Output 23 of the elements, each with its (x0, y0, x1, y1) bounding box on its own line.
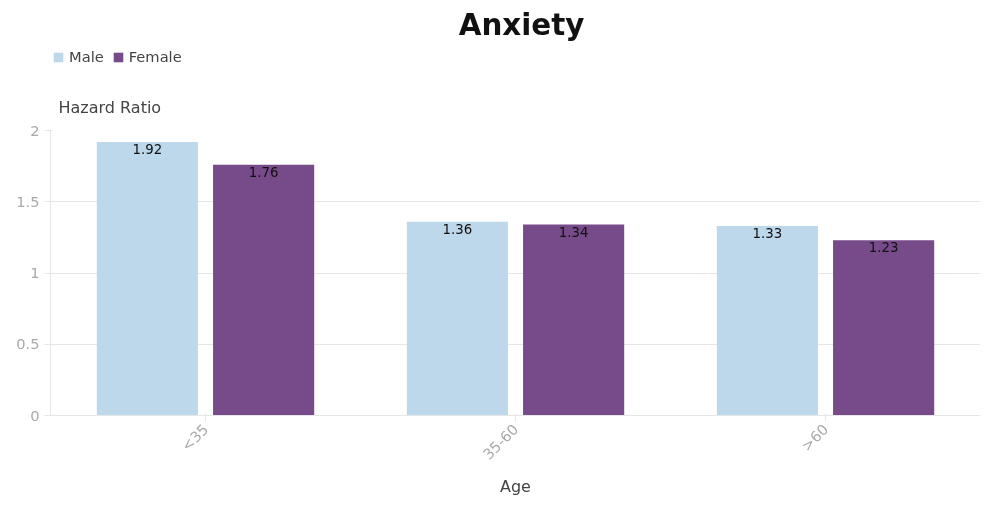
x-axis-title: Age (500, 476, 531, 496)
data-label: 1.33 (752, 225, 783, 241)
y-axis-title: Hazard Ratio (58, 97, 162, 117)
data-label: 1.23 (868, 240, 899, 256)
data-label: 1.34 (558, 224, 589, 240)
legend-label: Female (128, 48, 182, 65)
bar (406, 221, 508, 416)
bar (213, 164, 315, 416)
y-tick-label: 1.5 (16, 192, 40, 210)
legend-label: Male (69, 48, 104, 65)
bar (833, 240, 935, 416)
y-tick-label: 0 (30, 406, 40, 424)
data-label: 1.92 (132, 141, 163, 157)
y-tick-label: 0.5 (16, 335, 40, 353)
bar (96, 141, 198, 416)
x-tick-label: <35 (177, 420, 212, 455)
bar (716, 225, 818, 416)
bar (523, 224, 625, 416)
chart-title: Anxiety (458, 7, 585, 42)
y-tick-label: 1 (30, 264, 40, 281)
y-tick-label: 2 (30, 121, 40, 139)
data-label: 1.76 (248, 164, 279, 180)
data-label: 1.36 (442, 221, 473, 237)
